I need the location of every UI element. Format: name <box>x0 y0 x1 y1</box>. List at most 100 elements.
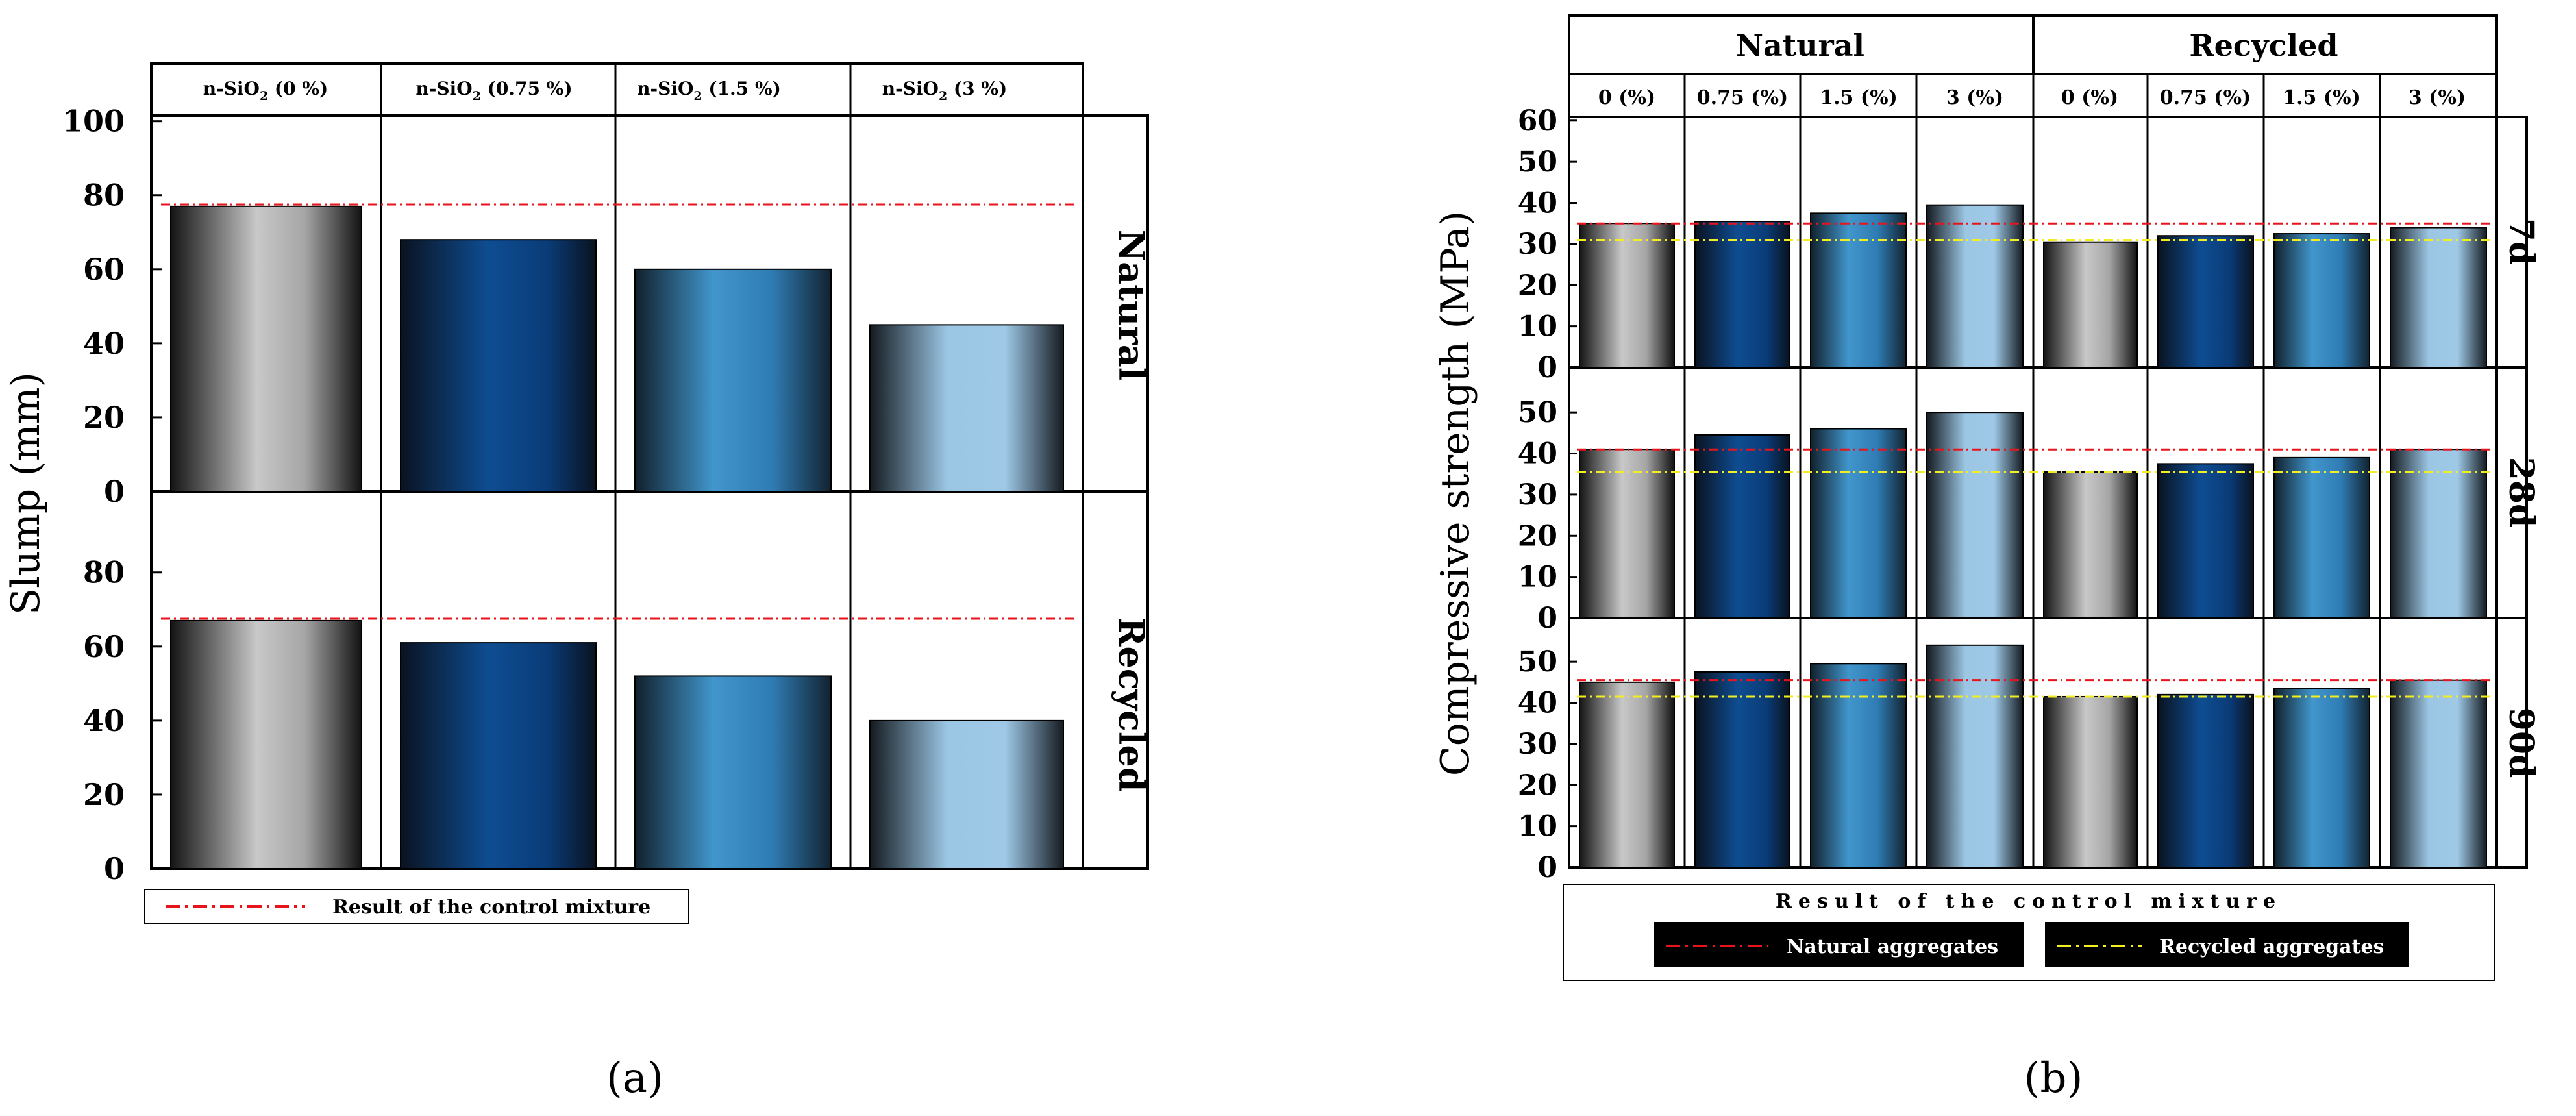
y-tick-label: 0 <box>1537 602 1557 635</box>
panel-b-column-header: 0 (%) <box>2061 86 2118 109</box>
y-tick-label: 40 <box>1518 687 1557 720</box>
y-tick-label: 40 <box>1518 187 1557 220</box>
y-tick-label: 30 <box>1518 478 1557 512</box>
panel-a-control-lines <box>161 203 1076 620</box>
panel-a-ticks: 0 20 40 60 80 100 0 20 40 60 80 <box>62 104 162 886</box>
panel-a: 0 20 40 60 80 100 0 20 40 60 80 n-SiO2 (0 %) n-SiO… <box>3 62 1152 1102</box>
panel-a-row-label-natural: Natural <box>1111 230 1152 381</box>
bar <box>1926 412 2024 619</box>
panel-b-caption: (b) <box>2024 1054 2083 1102</box>
y-tick-label: 80 <box>83 178 125 213</box>
bar <box>2043 471 2138 619</box>
y-tick-label: 20 <box>1518 519 1557 552</box>
panel-b-legend-label-natural: Natural aggregates <box>1787 936 1998 958</box>
y-tick-label: 40 <box>1518 438 1557 471</box>
y-tick-label: 30 <box>1518 728 1557 761</box>
bar <box>1694 434 1790 619</box>
bar <box>2043 241 2138 369</box>
bar <box>634 268 832 492</box>
y-tick-label: 30 <box>1518 228 1557 261</box>
y-tick-label: 40 <box>83 326 125 361</box>
bar <box>2390 679 2487 868</box>
panel-a-y-axis-label: Slump (mm) <box>3 372 49 615</box>
panel-a-legend-label: Result of the control mixture <box>332 896 650 919</box>
bar <box>2157 463 2254 619</box>
y-tick-label: 20 <box>83 777 125 812</box>
panel-b-row-label-90d: 90d <box>2501 708 2541 778</box>
y-tick-label: 80 <box>83 555 125 590</box>
panel-a-column-header: n-SiO2 (0.75 %) <box>415 78 572 103</box>
y-tick-label: 60 <box>83 252 125 287</box>
panel-b-row-label-7d: 7d <box>2501 218 2541 266</box>
y-tick-label: 0 <box>1537 351 1557 384</box>
y-tick-label: 0 <box>104 474 125 509</box>
y-tick-label: 10 <box>1518 561 1557 594</box>
panel-b-group-header-recycled: Recycled <box>2189 28 2338 63</box>
panel-b-column-header: 0 (%) <box>1598 86 1655 109</box>
bar <box>1694 221 1790 368</box>
y-tick-label: 0 <box>1537 851 1557 884</box>
bar <box>2390 449 2487 619</box>
bar <box>869 324 1064 492</box>
bar <box>1579 223 1675 369</box>
y-tick-label: 20 <box>1518 769 1557 802</box>
panel-b-row-label-column <box>2496 116 2528 869</box>
panel-b-column-header: 3 (%) <box>1946 86 2003 109</box>
bar <box>1694 671 1790 868</box>
bar <box>400 239 597 492</box>
panel-b-row-label-28d: 28d <box>2501 457 2541 528</box>
y-tick-label: 60 <box>83 629 125 664</box>
panel-b-column-header: 1.5 (%) <box>1820 86 1898 109</box>
panel-a-row-label-recycled: Recycled <box>1111 617 1152 792</box>
y-tick-label: 50 <box>1518 645 1557 678</box>
panel-b-legend-title: Result of the control mixture <box>1776 890 2282 913</box>
y-tick-label: 60 <box>1518 105 1557 138</box>
bar <box>2273 456 2370 619</box>
bar <box>2273 233 2370 368</box>
panel-a-caption: (a) <box>606 1054 663 1102</box>
bar <box>1579 681 1675 869</box>
bar <box>400 642 597 869</box>
y-tick-label: 20 <box>83 400 125 435</box>
bar <box>2273 688 2370 869</box>
bar <box>1926 644 2024 868</box>
y-tick-label: 100 <box>62 104 125 139</box>
bar <box>1579 449 1675 619</box>
bar <box>1926 204 2024 368</box>
y-tick-label: 0 <box>104 851 125 886</box>
bar <box>634 675 832 869</box>
bar <box>1810 428 1907 619</box>
bar <box>869 719 1064 870</box>
panel-b-y-axis-label: Compressive strength (MPa) <box>1433 211 1478 776</box>
y-tick-label: 10 <box>1518 310 1557 343</box>
panel-b-legend-label-recycled: Recycled aggregates <box>2159 936 2384 958</box>
bar <box>2157 693 2254 869</box>
y-tick-label: 40 <box>83 703 125 738</box>
bar <box>170 205 362 492</box>
panel-b-group-header-natural: Natural <box>1736 28 1864 63</box>
bar <box>1810 663 1907 868</box>
bar <box>2157 235 2254 369</box>
panel-b-column-header: 3 (%) <box>2409 86 2466 109</box>
y-tick-label: 50 <box>1518 396 1557 429</box>
panel-a-bars <box>170 205 1064 870</box>
panel-b-control-lines <box>1577 222 2490 698</box>
panel-a-column-header: n-SiO2 (3 %) <box>882 78 1008 103</box>
panel-a-legend <box>144 889 689 924</box>
panel-b-legend-item-natural <box>1654 922 2024 967</box>
bar <box>2043 696 2138 868</box>
panel-b-bars <box>1579 204 2487 869</box>
y-tick-label: 50 <box>1518 145 1557 179</box>
panel-a-column-header: n-SiO2 (0 %) <box>203 78 328 103</box>
panel-b-column-header: 0.75 (%) <box>2160 86 2251 109</box>
panel-b: 0 10 20 30 40 50 60 0 10 20 30 40 50 0 10 20 30 40 50 Natu… <box>1433 14 2541 1102</box>
panel-a-column-header: n-SiO2 (1.5 %) <box>637 78 781 103</box>
bar <box>2390 227 2487 368</box>
panel-b-ticks: 0 10 20 30 40 50 60 0 10 20 30 40 50 0 10 20 30 40 50 <box>1518 105 1577 884</box>
bar <box>1810 212 1907 368</box>
y-tick-label: 10 <box>1518 810 1557 843</box>
panel-b-column-header: 0.75 (%) <box>1697 86 1788 109</box>
y-tick-label: 20 <box>1518 269 1557 302</box>
